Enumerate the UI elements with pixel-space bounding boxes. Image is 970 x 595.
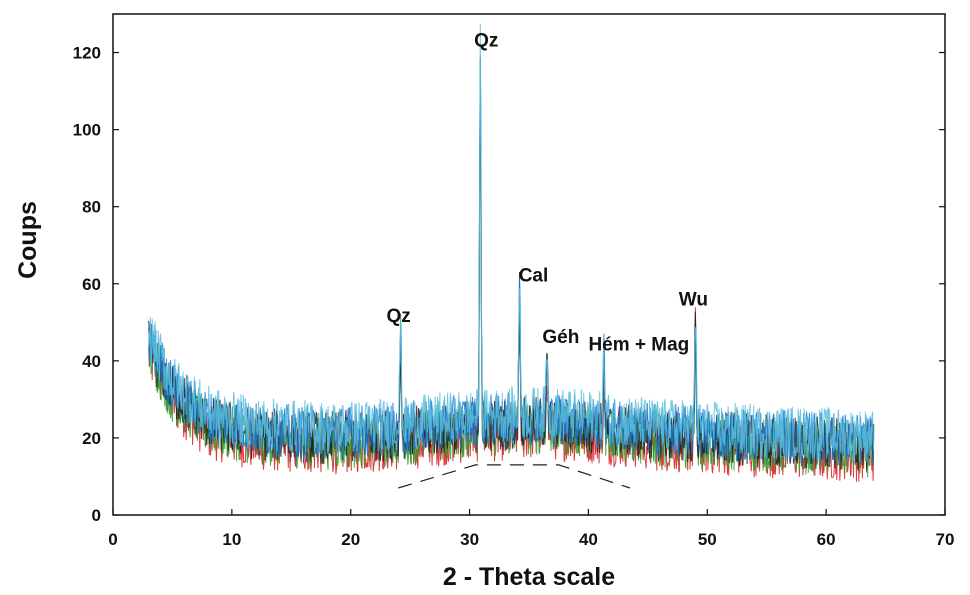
peak-label: Qz bbox=[474, 30, 498, 51]
x-axis-title: 2 - Theta scale bbox=[443, 563, 615, 591]
x-tick-label: 50 bbox=[698, 530, 717, 549]
x-tick-label: 20 bbox=[341, 530, 360, 549]
y-tick-label: 20 bbox=[82, 429, 101, 448]
x-axis: 0 10 20 30 40 50 60 70 bbox=[108, 509, 954, 549]
peak-labels: Qz Qz Cal Géh Hém + Mag Wu bbox=[386, 30, 708, 355]
y-tick-label: 0 bbox=[92, 506, 101, 525]
x-tick-label: 60 bbox=[817, 530, 836, 549]
x-tick-label: 10 bbox=[222, 530, 241, 549]
diffraction-traces bbox=[148, 23, 875, 482]
x-tick-label: 30 bbox=[460, 530, 479, 549]
peak-label: Géh bbox=[542, 327, 579, 348]
y-axis: 0 20 40 60 80 100 120 bbox=[73, 44, 945, 525]
x-tick-label: 40 bbox=[579, 530, 598, 549]
y-tick-label: 40 bbox=[82, 352, 101, 371]
diffraction-series-line bbox=[148, 23, 875, 462]
y-tick-label: 60 bbox=[82, 275, 101, 294]
amorphous-hump-line bbox=[398, 464, 631, 489]
peak-label: Wu bbox=[679, 289, 708, 310]
y-tick-label: 80 bbox=[82, 198, 101, 217]
x-tick-label: 0 bbox=[108, 530, 117, 549]
peak-label: Cal bbox=[519, 265, 549, 286]
y-tick-label: 100 bbox=[73, 121, 101, 140]
y-tick-label: 120 bbox=[73, 44, 101, 63]
x-tick-label: 70 bbox=[936, 530, 955, 549]
peak-label: Qz bbox=[386, 306, 410, 327]
peak-label: Hém + Mag bbox=[588, 335, 689, 356]
plot-frame bbox=[112, 13, 946, 516]
y-axis-title: Coups bbox=[14, 201, 42, 279]
